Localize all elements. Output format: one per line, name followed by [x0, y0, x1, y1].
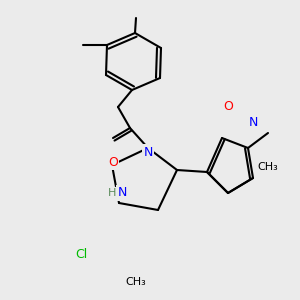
Text: H: H	[108, 188, 116, 198]
Text: Cl: Cl	[75, 248, 87, 262]
Text: CH₃: CH₃	[258, 162, 278, 172]
Text: O: O	[223, 100, 233, 113]
Text: N: N	[143, 146, 153, 158]
Text: N: N	[117, 187, 127, 200]
Text: N: N	[248, 116, 258, 128]
Text: O: O	[108, 155, 118, 169]
Text: CH₃: CH₃	[126, 277, 146, 287]
